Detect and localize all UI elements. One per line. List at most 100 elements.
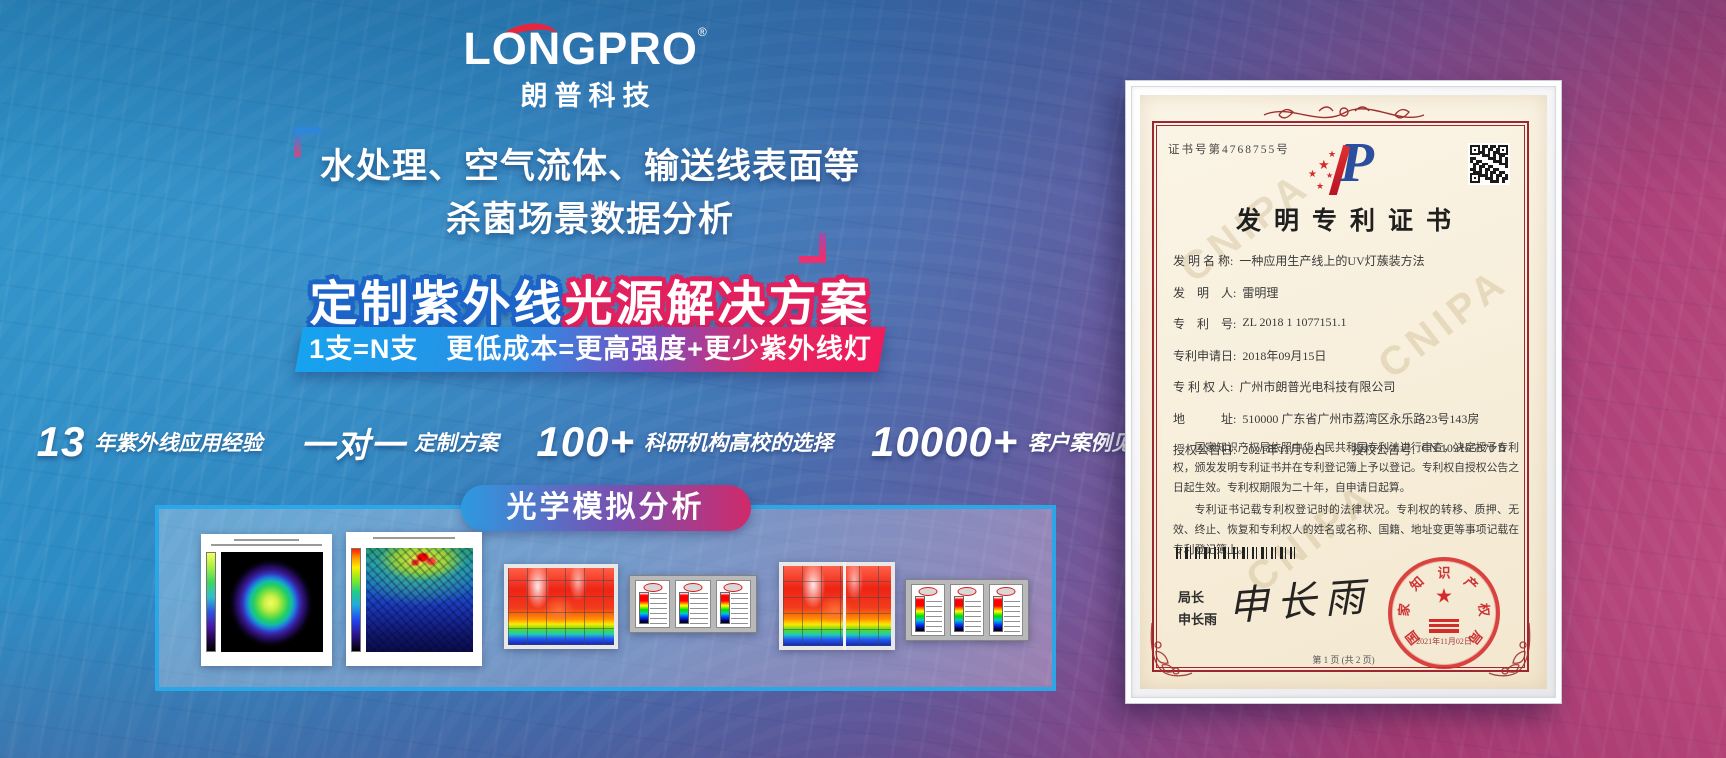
colorbar bbox=[206, 552, 216, 652]
uv-surface-heatmap-thumbnail-a bbox=[504, 564, 618, 649]
field-value: 一种应用生产线上的UV灯蔟装方法 bbox=[1239, 254, 1425, 268]
solution-title-left: 定制紫外线 bbox=[309, 278, 565, 331]
highlight-oval-icon bbox=[723, 583, 743, 592]
certificate-paper: CNIPA CNIPA CNIPA 证书号第4768755号 bbox=[1140, 95, 1547, 689]
stat-value: 一对一 bbox=[300, 426, 406, 465]
director-block: 局长 申长雨 bbox=[1178, 587, 1217, 631]
uv-surface-heatmap-thumbnail-b bbox=[779, 562, 895, 650]
irradiance-scatter-map-thumbnail bbox=[346, 532, 482, 666]
solution-title: 定制紫外线光源解决方案 bbox=[230, 264, 950, 334]
brand-text: LONGPRO bbox=[463, 23, 698, 74]
headline: 水处理、空气流体、输送线表面等 杀菌场景数据分析 bbox=[240, 140, 940, 246]
brand-name: LONGPRO® bbox=[440, 26, 730, 71]
stat-item-institutions: 100+ 科研机构高校的选择 bbox=[536, 418, 833, 466]
highlight-oval-icon bbox=[683, 583, 703, 592]
patent-certificate-frame: CNIPA CNIPA CNIPA 证书号第4768755号 bbox=[1125, 80, 1562, 704]
field-label: 专 利 号: bbox=[1173, 317, 1237, 331]
certificate-field-row: 发 明 人: 雷明理 bbox=[1173, 284, 1521, 301]
field-value: 雷明理 bbox=[1242, 285, 1279, 300]
corner-flourish-right bbox=[1488, 622, 1531, 677]
legend-colorbar bbox=[675, 580, 711, 628]
highlight-oval-icon bbox=[643, 583, 663, 592]
optical-contour-map-thumbnail bbox=[201, 534, 332, 666]
corner-flourish-left bbox=[1150, 622, 1193, 677]
certificate-red-border bbox=[1152, 121, 1529, 672]
solution-subtitle: 1支=N支 更低成本=更高强度+更少紫外线灯 bbox=[309, 334, 872, 364]
field-label: 发 明 人: bbox=[1173, 285, 1237, 300]
certificate-fields: 发 明 名 称: 一种应用生产线上的UV灯蔟装方法 发 明 人: 雷明理 专 利… bbox=[1173, 252, 1521, 473]
scatter-heatmap-plot bbox=[366, 548, 473, 652]
field-value: 广州市朗普光电科技有限公司 bbox=[1239, 380, 1396, 394]
certificate-field-row: 授权公告日: 2021年11月02日 授权公告号: CN 109165870 B bbox=[1173, 441, 1521, 458]
certificate-field-row: 专 利 权 人: 广州市朗普光电科技有限公司 bbox=[1173, 378, 1521, 395]
highlight-oval-icon bbox=[996, 587, 1016, 596]
optical-simulation-panel: 光学模拟分析 bbox=[155, 485, 1056, 691]
registered-mark: ® bbox=[697, 25, 707, 39]
certificate-title: 发明专利证书 bbox=[1235, 208, 1464, 235]
simulation-badge: 光学模拟分析 bbox=[460, 485, 751, 531]
qr-code bbox=[1468, 143, 1510, 185]
stat-value: 10000+ bbox=[871, 418, 1019, 465]
certificate-legal-text: 国家知识产权局依照中华人民共和国专利法进行审查，决定授予专利权，颁发发明专利证书… bbox=[1173, 439, 1519, 563]
page-note: 第 1 页 (共 2 页) bbox=[1312, 655, 1375, 665]
brand-logo: LONGPRO® 朗普科技 bbox=[440, 19, 730, 113]
contour-plot bbox=[221, 552, 323, 652]
field-value: 510000 广东省广州市荔湾区永乐路23号143房 bbox=[1242, 411, 1480, 426]
top-flourish-ornament bbox=[1263, 106, 1424, 119]
brand-subname: 朗普科技 bbox=[520, 81, 657, 111]
field-value: 2021年11月02日 bbox=[1242, 443, 1326, 457]
certificate-number: 证书号第4768755号 bbox=[1168, 144, 1290, 156]
stat-label: 年紫外线应用经验 bbox=[94, 432, 263, 455]
stat-item-customers: 10000+ 客户案例见证 bbox=[871, 418, 1153, 466]
certificate-field-row: 专 利 号: ZL 2018 1 1077151.1 bbox=[1173, 315, 1521, 332]
director-name: 申长雨 bbox=[1178, 612, 1218, 627]
legend-colorbar bbox=[715, 580, 751, 628]
certificate-field-row: 发 明 名 称: 一种应用生产线上的UV灯蔟装方法 bbox=[1173, 252, 1521, 269]
corner-bracket-bottom-right-icon bbox=[799, 230, 826, 263]
intensity-legend-panel-b bbox=[905, 579, 1029, 641]
stat-value: 100+ bbox=[536, 418, 635, 465]
stat-label: 客户案例见证 bbox=[1027, 432, 1154, 455]
stat-item-one-on-one: 一对一 定制方案 bbox=[300, 418, 498, 467]
seal-date: 2021年11月02日 bbox=[1416, 636, 1472, 646]
seal-star-icon bbox=[1435, 584, 1453, 609]
director-label: 局长 bbox=[1178, 590, 1205, 605]
stat-label: 定制方案 bbox=[414, 432, 499, 455]
highlight-oval-icon bbox=[918, 587, 938, 596]
field-label: 授权公告日: bbox=[1173, 443, 1237, 457]
official-seal: 国家知识产权局 2021年11月02日 bbox=[1388, 557, 1500, 669]
cnipa-emblem-icon: P bbox=[1304, 135, 1380, 201]
certificate-field-row: 地 址: 510000 广东省广州市荔湾区永乐路23号143房 bbox=[1173, 410, 1521, 427]
headline-line2: 杀菌场景数据分析 bbox=[445, 200, 734, 239]
stat-label: 科研机构高校的选择 bbox=[644, 432, 833, 455]
highlight-oval-icon bbox=[957, 587, 977, 596]
intensity-legend-panel-a bbox=[629, 575, 757, 633]
director-signature: 申长雨 bbox=[1226, 574, 1374, 630]
field-value: 2018年09月15日 bbox=[1242, 348, 1327, 363]
stat-value: 13 bbox=[36, 418, 86, 465]
seal-arc-text: 国家知识产权局 bbox=[1396, 565, 1492, 648]
field-label: 授权公告号: bbox=[1351, 443, 1416, 457]
certificate-field-row: 专利申请日: 2018年09月15日 bbox=[1173, 347, 1521, 364]
solution-title-right: 光源解决方案 bbox=[564, 278, 871, 331]
legend-colorbar bbox=[911, 584, 945, 636]
legend-colorbar bbox=[989, 584, 1023, 636]
stat-item-experience: 13 年紫外线应用经验 bbox=[37, 418, 263, 466]
seal-emblem-icon bbox=[1429, 619, 1459, 634]
legend-colorbar bbox=[635, 580, 671, 628]
barcode bbox=[1176, 547, 1296, 559]
headline-line1: 水处理、空气流体、输送线表面等 bbox=[319, 147, 860, 186]
field-label: 发 明 名 称: bbox=[1173, 254, 1234, 268]
certificate-paragraph: 国家知识产权局依照中华人民共和国专利法进行审查，决定授予专利权，颁发发明专利证书… bbox=[1173, 442, 1519, 494]
legend-colorbar bbox=[950, 584, 984, 636]
stats-row: 13 年紫外线应用经验 一对一 定制方案 100+ 科研机构高校的选择 1000… bbox=[37, 414, 1154, 470]
corner-bracket-top-left-icon bbox=[294, 127, 321, 159]
field-value: ZL 2018 1 1077151.1 bbox=[1242, 315, 1347, 329]
solution-subtitle-banner: 1支=N支 更低成本=更高强度+更少紫外线灯 bbox=[295, 327, 886, 372]
field-label: 地 址: bbox=[1173, 411, 1237, 426]
field-value: CN 109165870 B bbox=[1421, 441, 1506, 455]
field-label: 专利申请日: bbox=[1173, 348, 1237, 363]
colorbar bbox=[351, 548, 361, 652]
field-label: 专 利 权 人: bbox=[1173, 380, 1234, 394]
